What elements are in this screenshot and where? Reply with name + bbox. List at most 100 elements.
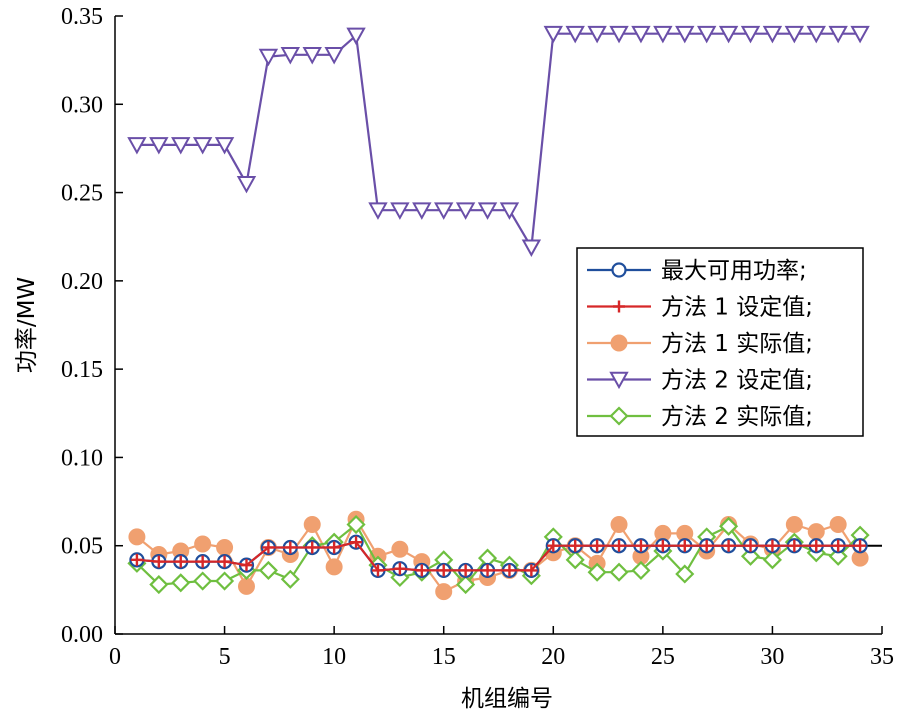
- series-5-line: [136, 523, 861, 586]
- series-3-point-31: [785, 516, 803, 534]
- series-4-point-32: [806, 25, 826, 44]
- y-tick-label-4: 0.20: [61, 269, 103, 295]
- series-3-point-32: [807, 523, 825, 541]
- axes-layer: 0 5 10 15 20 25 30 35 0.00 0.05 0.10 0.15 0.20 0.25 0.…: [61, 4, 894, 670]
- legend-marker-1: [611, 262, 627, 278]
- series-2-point-28: [722, 539, 735, 552]
- series-2-point-32: [810, 539, 823, 552]
- series-4-point-13: [390, 202, 410, 220]
- series-5-point-23: [609, 562, 629, 582]
- series-5-point-22: [587, 562, 607, 582]
- series-2-point-24: [634, 539, 647, 552]
- series-3-point-33: [829, 516, 847, 534]
- series-2-point-33: [832, 539, 845, 552]
- series-4-point-28: [718, 25, 739, 44]
- series-4-point-18: [499, 202, 520, 220]
- y-tick-label-1: 0.05: [61, 534, 103, 560]
- series-2-point-8: [284, 541, 297, 554]
- legend-label-1: 最大可用功率;: [661, 258, 807, 284]
- series-4-point-15: [434, 202, 454, 220]
- series-3-point-13: [391, 540, 409, 558]
- series-4-point-34: [850, 25, 870, 44]
- series-4-point-19: [521, 239, 542, 257]
- legend: 最大可用功率; 方法 1 设定值; 方法 1 实际值; 方法 2 设定值; 方法 2 实…: [576, 247, 864, 437]
- series-4-point-26: [675, 25, 695, 44]
- series-2-point-13: [393, 562, 406, 575]
- series-4-point-8: [280, 47, 301, 65]
- x-tick-label-1: 5: [219, 644, 231, 670]
- series-2-point-19: [525, 564, 538, 577]
- series-2-point-20: [547, 539, 560, 552]
- series-4-point-4: [192, 137, 213, 155]
- series-5-point-26: [675, 564, 695, 584]
- series-2-point-18: [503, 564, 516, 577]
- series-2-point-21: [569, 539, 582, 552]
- series-4-point-21: [565, 25, 585, 44]
- series-2-point-17: [481, 564, 494, 577]
- series-2-point-15: [437, 564, 450, 577]
- series-3-point-15: [435, 583, 453, 601]
- legend-marker-5: [609, 406, 629, 426]
- series-2-point-26: [678, 539, 691, 552]
- series-2-point-30: [766, 539, 779, 552]
- series-5-point-16: [456, 575, 476, 595]
- y-tick-label-7: 0.35: [61, 4, 103, 30]
- series-4-line: [136, 32, 861, 249]
- series-5-point-2: [149, 575, 169, 595]
- series-5-point-11: [346, 514, 366, 535]
- series-4-point-7: [258, 48, 279, 67]
- legend-label-4: 方法 2 设定值;: [661, 368, 813, 394]
- y-axis-label: 功率/MW: [14, 277, 40, 373]
- y-tick-label-5: 0.25: [61, 181, 103, 207]
- legend-item-3: 方法 1 实际值;: [587, 331, 813, 357]
- x-tick-label-5: 25: [651, 644, 675, 670]
- series-4-point-14: [412, 202, 432, 220]
- series-2-point-5: [218, 555, 231, 568]
- series-2-point-22: [591, 539, 604, 552]
- legend-label-3: 方法 1 实际值;: [661, 331, 813, 357]
- series-4-point-20: [543, 25, 563, 44]
- y-tick-label-3: 0.15: [61, 357, 103, 383]
- series-4-point-5: [214, 137, 235, 155]
- series-2-point-10: [328, 541, 341, 554]
- series-4-point-31: [784, 25, 805, 44]
- series-4-point-10: [324, 47, 344, 65]
- x-tick-label-2: 10: [322, 644, 346, 670]
- series-2-point-16: [459, 564, 472, 577]
- series-5-point-28: [719, 516, 739, 536]
- series-2-line: [136, 541, 861, 572]
- legend-marker-2: [613, 300, 625, 313]
- series-3-point-6: [237, 577, 255, 595]
- series-4-point-25: [653, 25, 673, 44]
- legend-item-5: 方法 2 实际值;: [587, 404, 813, 430]
- series-3-point-23: [610, 516, 628, 534]
- series-3-point-5: [216, 538, 234, 556]
- x-tick-label-3: 15: [432, 644, 456, 670]
- series-2-point-9: [306, 541, 319, 554]
- series-2-point-23: [613, 539, 626, 552]
- x-axis-label: 机组编号: [461, 686, 553, 712]
- series-5-point-29: [740, 546, 761, 566]
- series-4-point-2: [149, 137, 169, 155]
- series-2-point-29: [744, 539, 757, 552]
- series-3-point-1: [128, 528, 146, 546]
- series-2-point-27: [700, 539, 713, 552]
- series-4-point-22: [587, 25, 607, 44]
- series-2-point-11: [350, 536, 363, 549]
- series-5-point-7: [258, 560, 278, 580]
- series-5-point-30: [762, 550, 782, 570]
- series-4-point-27: [696, 25, 717, 44]
- series-4-point-16: [455, 202, 476, 220]
- series-4-point-3: [171, 137, 191, 155]
- series-2-point-12: [371, 564, 384, 577]
- legend-label-5: 方法 2 实际值;: [661, 404, 813, 430]
- series-layer: [127, 25, 882, 601]
- series-2-point-34: [854, 539, 867, 552]
- series-5-point-5: [215, 571, 235, 591]
- x-tick-label-4: 20: [541, 644, 565, 670]
- series-5-point-4: [193, 571, 213, 591]
- series-4-point-17: [477, 202, 498, 220]
- series-2-point-1: [130, 553, 143, 566]
- series-4-point-12: [368, 202, 388, 220]
- series-4-point-24: [631, 25, 651, 44]
